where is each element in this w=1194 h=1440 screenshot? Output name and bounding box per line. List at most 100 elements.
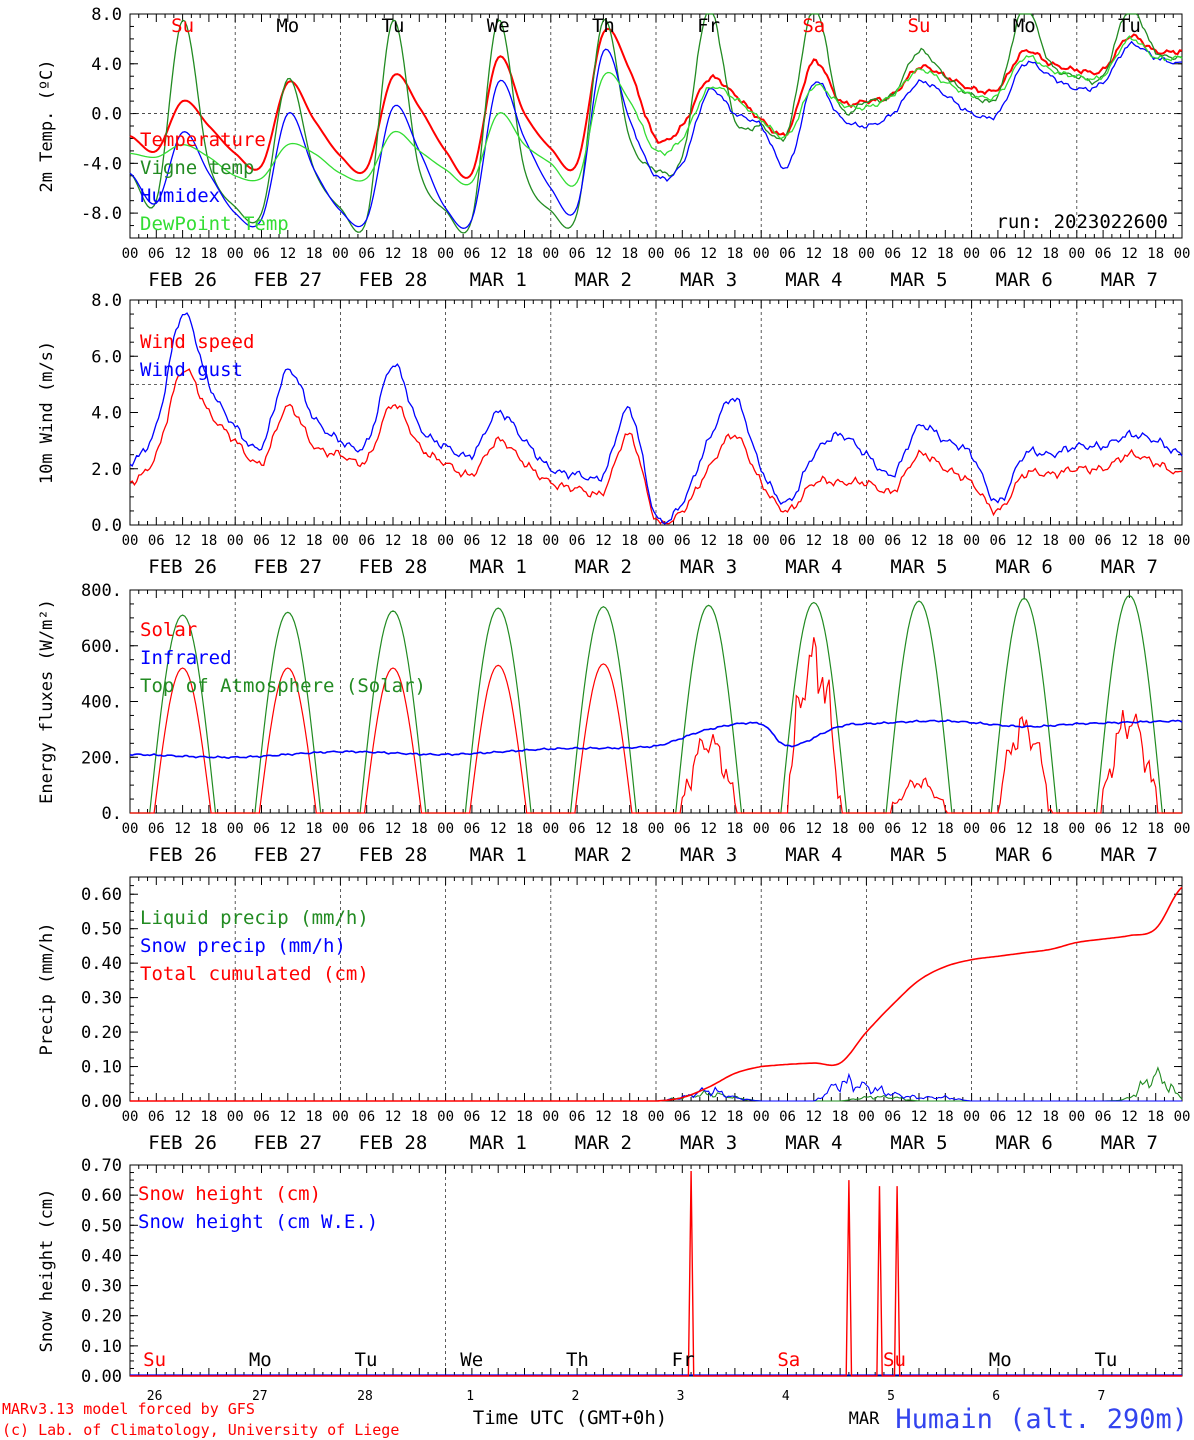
x-hour-label: 06	[989, 821, 1006, 837]
weekday-label: Su	[908, 15, 931, 37]
x-axis-title: Time UTC (GMT+0h)	[473, 1407, 667, 1429]
legend-entry: Total cumulated (cm)	[140, 963, 369, 985]
x-hour-label: 18	[1042, 1109, 1059, 1125]
x-hour-label: 06	[1095, 1109, 1112, 1125]
x-hour-label: 12	[174, 821, 191, 837]
y-tick-label: 0.40	[81, 954, 122, 974]
y-tick-label: 800.	[81, 581, 122, 601]
x-hour-label: 18	[306, 821, 323, 837]
weekday-label: Th	[566, 1349, 589, 1371]
x-hour-label: 06	[253, 246, 270, 262]
x-hour-label: 00	[437, 821, 454, 837]
x-hour-label: 18	[621, 1109, 638, 1125]
x-hour-label: 12	[385, 821, 402, 837]
y-axis-label: Snow height (cm)	[37, 1189, 57, 1353]
x-date-label: MAR 4	[785, 844, 842, 866]
weekday-label: We	[487, 15, 510, 37]
x-hour-label: 00	[858, 1109, 875, 1125]
x-date-label: MAR 3	[680, 556, 737, 578]
x-hour-label: 18	[1042, 821, 1059, 837]
x-hour-label: 12	[490, 533, 507, 549]
x-hour-label: 00	[1174, 821, 1191, 837]
run-label: run: 2023022600	[996, 211, 1168, 233]
y-tick-label: 200.	[81, 748, 122, 768]
y-tick-label: 2.0	[91, 460, 122, 480]
x-hour-label: 00	[1068, 821, 1085, 837]
series-line-solar	[130, 637, 1182, 814]
y-tick-label: 600.	[81, 637, 122, 657]
x-hour-label: 00	[542, 1109, 559, 1125]
series-line-dewpoint-temp	[129, 35, 1183, 187]
weekday-label: Tu	[355, 1349, 378, 1371]
x-date-label: FEB 26	[148, 844, 217, 866]
x-date-label: FEB 26	[148, 269, 217, 291]
x-hour-label: 12	[279, 821, 296, 837]
x-hour-label: 18	[621, 821, 638, 837]
x-hour-label: 06	[148, 821, 165, 837]
series-line-temperature	[129, 27, 1183, 179]
x-date-label: FEB 26	[148, 1132, 217, 1154]
x-date-label: MAR 6	[996, 556, 1053, 578]
weekday-label: Tu	[1118, 15, 1141, 37]
x-hour-label: 00	[753, 533, 770, 549]
x-date-label: MAR 6	[996, 1132, 1053, 1154]
x-hour-label: 12	[805, 246, 822, 262]
x-hour-label: 00	[648, 821, 665, 837]
x-hour-label: 18	[1147, 246, 1164, 262]
x-hour-label: 00	[963, 533, 980, 549]
legend-entry: Snow precip (mm/h)	[140, 935, 346, 957]
x-date-label: MAR 7	[1101, 1132, 1158, 1154]
x-hour-label: 06	[569, 533, 586, 549]
x-date-label: MAR 2	[575, 269, 632, 291]
x-hour-label: 06	[779, 821, 796, 837]
day-number-label: 2	[571, 1389, 579, 1404]
y-tick-label: 4.0	[91, 55, 122, 75]
x-hour-label: 06	[569, 246, 586, 262]
x-hour-label: 12	[595, 246, 612, 262]
x-hour-label: 06	[779, 1109, 796, 1125]
x-hour-label: 18	[832, 533, 849, 549]
x-hour-label: 12	[700, 1109, 717, 1125]
x-hour-label: 00	[858, 821, 875, 837]
y-tick-label: 0.0	[91, 105, 122, 125]
y-axis-label: 10m Wind (m/s)	[37, 341, 57, 484]
x-hour-label: 00	[332, 533, 349, 549]
x-hour-label: 06	[989, 533, 1006, 549]
x-hour-label: 18	[411, 246, 428, 262]
legend-entry: Solar	[140, 619, 197, 641]
x-hour-label: 18	[832, 246, 849, 262]
x-hour-label: 06	[1095, 821, 1112, 837]
x-date-label: MAR 1	[470, 844, 527, 866]
x-hour-label: 00	[437, 1109, 454, 1125]
x-hour-label: 18	[1147, 1109, 1164, 1125]
legend-entry: DewPoint Temp	[140, 213, 289, 235]
x-date-label: MAR 5	[890, 844, 947, 866]
x-date-label: MAR 5	[890, 1132, 947, 1154]
x-hour-label: 18	[200, 821, 217, 837]
series-line-humidex	[129, 40, 1183, 229]
y-tick-label: 0.30	[81, 1277, 122, 1297]
x-hour-label: 18	[937, 1109, 954, 1125]
y-tick-label: 0.70	[81, 1156, 122, 1176]
x-date-label: FEB 28	[359, 844, 428, 866]
x-hour-label: 06	[358, 1109, 375, 1125]
day-number-label: 6	[992, 1389, 1000, 1404]
x-hour-label: 12	[490, 246, 507, 262]
weekday-label: Sa	[802, 15, 825, 37]
y-tick-label: 0.20	[81, 1023, 122, 1043]
x-hour-label: 18	[726, 533, 743, 549]
x-date-label: MAR 5	[890, 556, 947, 578]
x-hour-label: 00	[858, 246, 875, 262]
x-hour-label: 12	[1016, 821, 1033, 837]
x-hour-label: 18	[1147, 821, 1164, 837]
x-hour-label: 00	[437, 533, 454, 549]
x-date-label: FEB 27	[253, 844, 322, 866]
x-hour-label: 12	[1016, 1109, 1033, 1125]
x-hour-label: 12	[1121, 1109, 1138, 1125]
x-hour-label: 06	[148, 246, 165, 262]
x-hour-label: 00	[332, 821, 349, 837]
x-hour-label: 00	[122, 533, 139, 549]
weekday-label: Fr	[697, 15, 720, 37]
y-axis-label: 2m Temp. (ºC)	[37, 59, 57, 192]
day-number-label: 27	[252, 1389, 268, 1404]
